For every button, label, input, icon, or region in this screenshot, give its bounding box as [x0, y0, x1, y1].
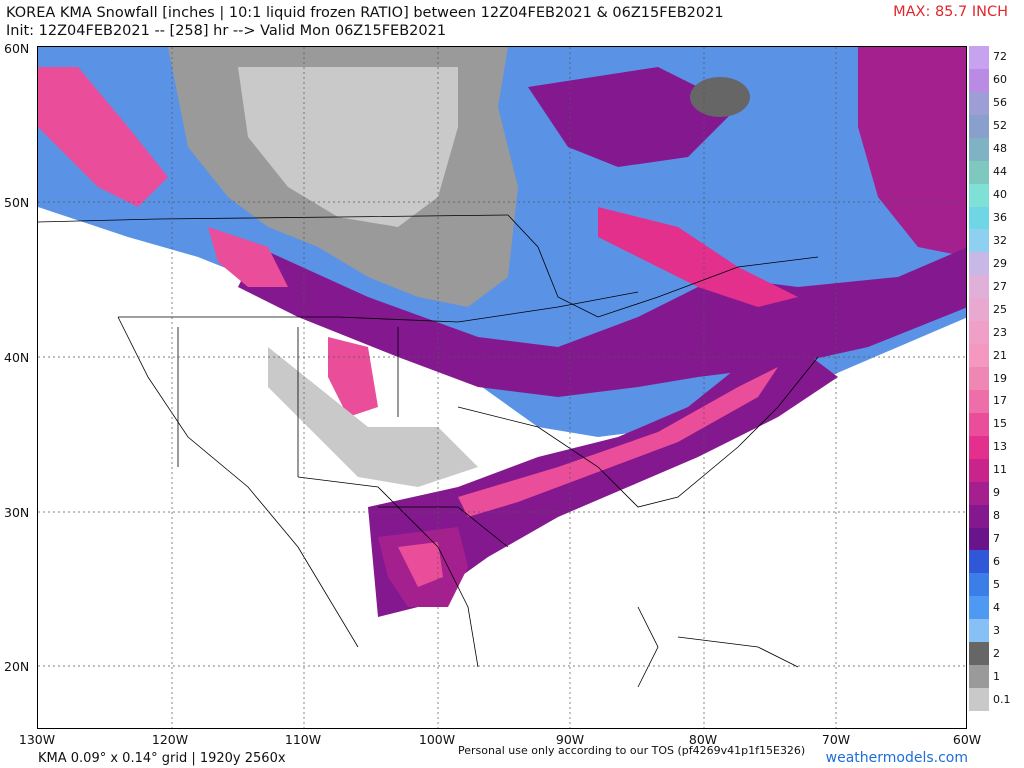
colorbar-label: 11 — [993, 463, 1007, 477]
colorbar-label: 13 — [993, 440, 1007, 454]
snow-field-rockies-pink — [328, 337, 378, 417]
colorbar-label: 48 — [993, 142, 1007, 156]
colorbar-label: 29 — [993, 256, 1007, 270]
colorbar-label: 6 — [993, 554, 1000, 568]
snow-field-southwest-grey — [268, 347, 478, 487]
colorbar-swatch — [969, 344, 989, 368]
boundary-lines — [38, 214, 819, 688]
snowfall-map — [37, 46, 967, 729]
colorbar-swatch — [969, 229, 989, 253]
lon-label-90w: 90W — [555, 732, 585, 747]
map-title: KOREA KMA Snowfall [inches | 10:1 liquid… — [6, 5, 724, 21]
lat-label-20n: 20N — [4, 659, 30, 674]
colorbar-label: 36 — [993, 210, 1007, 224]
snowfall-colorbar: 72 60 56 52 48 44 40 36 32 29 27 25 23 21 19 17 15 13 11 9 8… — [969, 46, 1024, 712]
colorbar-label: 23 — [993, 325, 1007, 339]
colorbar-label: 32 — [993, 233, 1007, 247]
colorbar-label: 4 — [993, 600, 1000, 614]
colorbar-swatch — [969, 458, 989, 483]
colorbar-label: 3 — [993, 623, 1000, 637]
colorbar-swatch — [969, 298, 989, 322]
lon-label-60w: 60W — [952, 732, 982, 747]
snow-field-texas-core — [398, 542, 443, 587]
colorbar-swatch — [969, 321, 989, 345]
colorbar-swatch — [969, 481, 989, 506]
colorbar-label: 15 — [993, 417, 1007, 431]
colorbar-label: 25 — [993, 302, 1007, 316]
colorbar-swatch — [969, 252, 989, 276]
colorbar-label: 72 — [993, 50, 1007, 64]
colorbar-label: 17 — [993, 394, 1007, 408]
colorbar-swatch — [969, 596, 989, 620]
max-value-label: MAX: 85.7 INCH — [893, 4, 1008, 20]
colorbar-swatch — [969, 527, 989, 551]
colorbar-swatch — [969, 183, 989, 207]
colorbar-label: 44 — [993, 165, 1007, 179]
colorbar-swatch — [969, 160, 989, 185]
lon-label-70w: 70W — [821, 732, 851, 747]
colorbar-label: 0.1 — [993, 692, 1011, 706]
colorbar-label: 60 — [993, 73, 1007, 87]
colorbar-swatch — [969, 619, 989, 643]
snow-field-east-canada-magenta — [858, 47, 966, 257]
snow-field-great-lakes-magenta — [598, 207, 798, 307]
colorbar-label: 8 — [993, 509, 1000, 523]
grid-info: KMA 0.09° x 0.14° grid | 1920y 2560x — [38, 751, 286, 766]
site-link[interactable]: weathermodels.com — [825, 750, 968, 766]
gulf-of-mexico — [488, 517, 678, 627]
colorbar-label: 52 — [993, 119, 1007, 133]
snowfall-map-graphic — [38, 47, 966, 728]
snow-field-bc-pink — [38, 67, 168, 207]
hudson-bay-spot — [690, 77, 750, 117]
colorbar-label: 5 — [993, 577, 1000, 591]
init-valid-line: Init: 12Z04FEB2021 -- [258] hr --> Valid… — [6, 23, 447, 39]
atlantic-southeast — [598, 377, 966, 728]
colorbar-swatch — [969, 275, 989, 299]
snow-field-southern-pink — [458, 367, 778, 517]
lat-label-40n: 40N — [4, 350, 30, 365]
snow-field-idaho-pink — [208, 227, 288, 287]
colorbar-swatch — [969, 206, 989, 230]
colorbar-label: 56 — [993, 96, 1007, 110]
colorbar-swatch — [969, 114, 989, 139]
colorbar-swatch — [969, 665, 989, 689]
colorbar-label: 21 — [993, 348, 1007, 362]
colorbar-swatch — [969, 412, 989, 437]
lon-label-100w: 100W — [418, 732, 456, 747]
lon-label-130w: 130W — [18, 732, 56, 747]
lat-label-50n: 50N — [4, 195, 30, 210]
colorbar-swatch — [969, 137, 989, 162]
tos-notice: Personal use only according to our TOS (… — [458, 744, 806, 757]
colorbar-swatch — [969, 389, 989, 414]
colorbar-label: 2 — [993, 646, 1000, 660]
colorbar-swatch — [969, 688, 989, 712]
colorbar-label: 19 — [993, 371, 1007, 385]
graticule — [38, 47, 966, 728]
pacific-ocean — [38, 247, 398, 728]
colorbar-label: 27 — [993, 279, 1007, 293]
colorbar-label: 40 — [993, 188, 1007, 202]
colorbar-swatch — [969, 435, 989, 460]
colorbar-swatch — [969, 68, 989, 93]
lon-label-110w: 110W — [284, 732, 322, 747]
colorbar-swatch — [969, 573, 989, 597]
colorbar-label: 9 — [993, 486, 1000, 500]
lon-label-80w: 80W — [688, 732, 718, 747]
colorbar-swatch — [969, 91, 989, 116]
snow-field-prairie-light — [238, 67, 458, 227]
lat-label-60n: 60N — [4, 41, 30, 56]
colorbar-swatch — [969, 46, 989, 70]
colorbar-swatch — [969, 642, 989, 666]
lon-label-120w: 120W — [151, 732, 189, 747]
colorbar-swatch — [969, 367, 989, 391]
colorbar-swatch — [969, 550, 989, 574]
lat-label-30n: 30N — [4, 505, 30, 520]
colorbar-swatch — [969, 504, 989, 529]
colorbar-label: 7 — [993, 532, 1000, 546]
colorbar-label: 1 — [993, 669, 1000, 683]
snow-field-quebec-purple — [528, 67, 738, 167]
